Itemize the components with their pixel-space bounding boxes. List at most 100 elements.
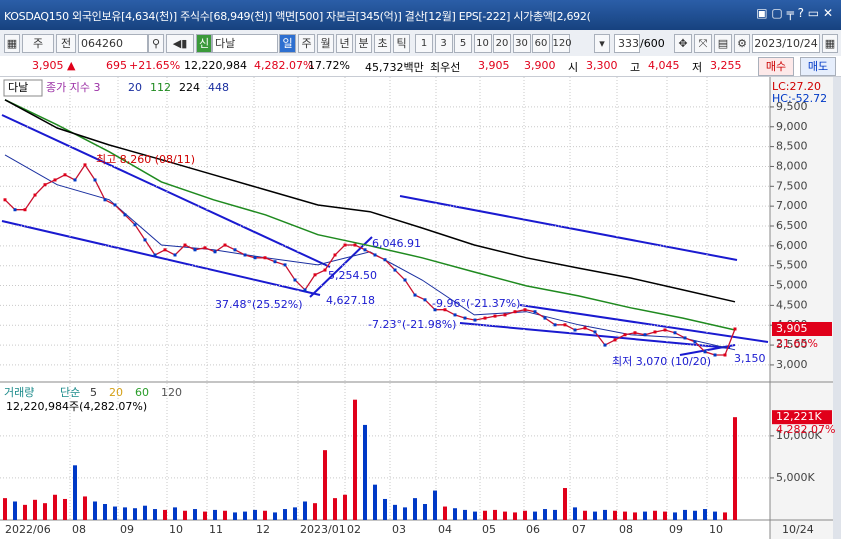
legend-entry: 224: [179, 81, 200, 94]
period-button[interactable]: 월: [317, 34, 334, 53]
price-point: [163, 248, 167, 252]
count-max: /600: [640, 37, 665, 50]
new-badge[interactable]: 신: [196, 34, 212, 53]
price-point: [253, 256, 257, 260]
x-tick-label: 12: [256, 523, 270, 536]
price-point: [233, 248, 237, 252]
unit-button[interactable]: 30: [512, 34, 531, 53]
price-point: [43, 183, 47, 187]
search-button[interactable]: ⚲: [148, 34, 164, 53]
dropdown[interactable]: ▾: [594, 34, 610, 53]
code-input[interactable]: 064260: [78, 34, 148, 53]
period-button[interactable]: 초: [374, 34, 391, 53]
price-point: [373, 253, 377, 257]
buy-button[interactable]: 매수: [758, 57, 794, 76]
price-point: [543, 316, 547, 320]
unit-button[interactable]: 20: [493, 34, 511, 53]
y-tick-label: 8,500: [776, 140, 808, 153]
last-volume-label: 12,221K: [776, 410, 822, 423]
period-button[interactable]: 일: [279, 34, 296, 53]
prev-button[interactable]: 전: [56, 34, 76, 53]
volume-bar: [103, 504, 107, 520]
volume-bar: [233, 512, 237, 520]
chart-name-box: [3, 79, 43, 97]
grid-icon[interactable]: ▦: [4, 34, 20, 53]
price-point: [33, 193, 37, 197]
annotation: 3,150: [734, 352, 766, 365]
price-point: [593, 330, 597, 334]
price-point: [23, 208, 27, 212]
volume-bar: [453, 508, 457, 520]
x-tick-label: 02: [347, 523, 361, 536]
y-tick-label: 6,500: [776, 219, 808, 232]
tool-button[interactable]: ✥: [674, 34, 692, 53]
x-tick-label: 10/24: [782, 523, 814, 536]
volume-bar: [513, 512, 517, 520]
volume-bar: [423, 504, 427, 520]
period-button[interactable]: 틱: [393, 34, 410, 53]
price-point: [583, 326, 587, 330]
price-point: [703, 350, 707, 354]
volume-bar: [243, 511, 247, 520]
lc-label: LC:27.20: [772, 80, 821, 93]
period-button[interactable]: 년: [336, 34, 353, 53]
annotation: 최저 3,070 (10/20): [612, 355, 711, 368]
axis-background: [770, 77, 833, 539]
calendar-button[interactable]: ▦: [822, 34, 838, 53]
volume-bar: [503, 511, 507, 520]
trend-line: [459, 322, 731, 349]
last-price-label: 3,905: [776, 322, 808, 335]
tool-button[interactable]: ⤧: [694, 34, 712, 53]
hc-label: HC:-52.72: [772, 92, 827, 105]
unit-button[interactable]: 60: [532, 34, 550, 53]
volume-ma-entry: 20: [109, 386, 123, 399]
date-input[interactable]: 2023/10/24: [752, 34, 820, 53]
price-point: [3, 198, 7, 202]
trend-line: [399, 195, 738, 261]
volume-bar: [373, 484, 377, 520]
y-tick-label: 9,000: [776, 120, 808, 133]
tool-button[interactable]: ▤: [714, 34, 732, 53]
price-point: [93, 178, 97, 182]
x-tick-label: 06: [526, 523, 540, 536]
sell-button[interactable]: 매도: [800, 57, 836, 76]
unit-button[interactable]: 10: [473, 34, 492, 53]
market-select[interactable]: 주: [22, 34, 54, 53]
x-tick-label: 10: [709, 523, 723, 536]
price-point: [223, 243, 227, 247]
name-input[interactable]: 다날: [212, 34, 278, 53]
price-point: [673, 331, 677, 335]
unit-button[interactable]: 5: [454, 34, 472, 53]
volume-ma-entry: 120: [161, 386, 182, 399]
unit-button[interactable]: 1: [415, 34, 433, 53]
y-tick-label: 5,000K: [776, 471, 815, 484]
volume-bar: [523, 510, 527, 520]
sound-button[interactable]: ◀▮: [166, 34, 194, 53]
x-tick-label: 2023/01: [300, 523, 346, 536]
volume-bar: [673, 512, 677, 520]
volume-bar: [403, 507, 407, 520]
unit-button[interactable]: 120: [551, 34, 572, 53]
volume: 12,220,984: [184, 59, 247, 72]
price-point: [403, 278, 407, 282]
window-buttons[interactable]: ▣ ▢ ╤ ? ▭ ✕: [756, 6, 833, 20]
count-input[interactable]: 333: [614, 34, 640, 53]
volume-bar: [113, 506, 117, 520]
volume-bar: [283, 509, 287, 520]
unit-button[interactable]: 3: [434, 34, 453, 53]
volume-bar: [703, 509, 707, 520]
volume-bar: [353, 399, 357, 520]
period-button[interactable]: 주: [298, 34, 315, 53]
price-point: [553, 323, 557, 327]
price-point: [293, 278, 297, 282]
y-tick-label: 8,000: [776, 159, 808, 172]
volume-bar: [443, 506, 447, 520]
settings-button[interactable]: ⚙: [734, 34, 750, 53]
change-pct: +21.65%: [129, 59, 181, 72]
price: 3,905 ▲: [32, 59, 76, 72]
period-button[interactable]: 분: [355, 34, 372, 53]
price-point: [83, 163, 87, 167]
y-tick-label: 5,000: [776, 279, 808, 292]
